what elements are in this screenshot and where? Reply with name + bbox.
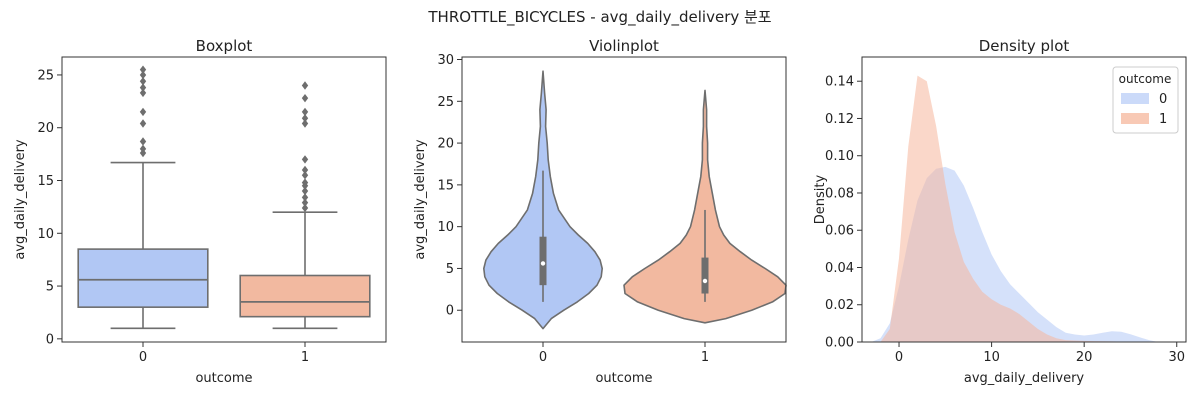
y-tick-label: 15: [437, 178, 454, 193]
outlier-point: [301, 114, 309, 123]
outlier-point: [301, 93, 309, 103]
outlier-point: [139, 144, 147, 154]
outlier-point: [301, 165, 309, 175]
x-tick-label: 20: [1076, 350, 1093, 365]
legend-title: outcome: [1119, 72, 1172, 86]
violin-median-point: [702, 278, 708, 284]
outlier-point: [139, 65, 147, 74]
y-tick-label: 20: [437, 137, 454, 152]
y-tick-label: 0: [446, 304, 454, 319]
legend-label: 1: [1159, 112, 1167, 127]
outlier-point: [301, 155, 309, 164]
x-tick-label: 0: [139, 350, 147, 365]
y-tick-label: 15: [37, 174, 54, 189]
outlier-point: [301, 193, 309, 202]
outlier-point: [139, 88, 147, 98]
violin-iqr-box: [701, 257, 709, 294]
y-tick-label: 5: [46, 280, 54, 295]
x-tick-label: 0: [895, 350, 903, 365]
y-axis-label: avg_daily_delivery: [413, 139, 428, 260]
y-tick-label: 0.08: [825, 186, 854, 201]
y-tick-label: 30: [437, 53, 454, 68]
y-tick-label: 10: [437, 220, 454, 235]
legend-swatch-outcome-0: [1121, 93, 1149, 104]
outlier-point: [301, 107, 309, 117]
y-tick-label: 25: [437, 95, 454, 110]
violin-iqr-box: [539, 236, 547, 286]
plot-frame: [461, 56, 787, 343]
y-tick-label: 10: [37, 227, 54, 242]
y-axis-label: avg_daily_delivery: [13, 139, 28, 260]
x-tick-label: 0: [539, 350, 547, 365]
y-tick-label: 0.14: [825, 75, 854, 90]
x-tick-label: 10: [983, 350, 1000, 365]
outlier-point: [301, 171, 309, 180]
outlier-point: [301, 198, 309, 207]
x-tick-label: 1: [701, 350, 709, 365]
y-tick-label: 25: [37, 68, 54, 83]
y-tick-label: 0.04: [825, 261, 854, 276]
y-tick-label: 0.10: [825, 149, 854, 164]
y-tick-label: 20: [37, 121, 54, 136]
density-plot-panel: Density plotavg_daily_deliveryDensity0.0…: [813, 37, 1187, 386]
plot-frame: [61, 56, 387, 343]
panel-title: Boxplot: [196, 37, 253, 55]
plot-frame: [861, 56, 1187, 343]
density-area-outcome-1: [880, 75, 1140, 342]
y-tick-label: 0.12: [825, 112, 854, 127]
violinplot-panel: Violinplotoutcomeavg_daily_delivery05101…: [413, 37, 787, 386]
outlier-point: [139, 119, 147, 128]
outlier-point: [139, 77, 147, 86]
x-tick-label: 1: [301, 350, 309, 365]
box-outcome-1: [239, 274, 371, 318]
y-tick-label: 0.00: [825, 336, 854, 351]
outlier-point: [301, 203, 309, 213]
y-axis-label: Density: [813, 174, 828, 224]
y-tick-label: 0: [46, 332, 54, 347]
y-tick-label: 0.06: [825, 224, 854, 239]
panel-title: Density plot: [979, 37, 1070, 55]
outlier-point: [139, 137, 147, 146]
outlier-point: [301, 119, 309, 128]
boxplot-panel: Boxplotoutcomeavg_daily_delivery05101520…: [13, 37, 387, 386]
violin-median-point: [540, 261, 546, 266]
outlier-point: [301, 81, 309, 90]
panel-title: Violinplot: [589, 37, 659, 55]
box-outcome-0: [77, 248, 209, 308]
outlier-point: [139, 83, 147, 92]
violin-outcome-1: [623, 89, 787, 324]
x-axis-label: outcome: [195, 371, 252, 386]
y-tick-label: 5: [446, 262, 454, 277]
figure-title: THROTTLE_BICYCLES - avg_daily_delivery 분…: [427, 8, 771, 27]
outlier-point: [139, 148, 147, 158]
outlier-point: [139, 70, 147, 80]
legend-swatch-outcome-1: [1121, 113, 1149, 124]
x-tick-label: 30: [1168, 350, 1185, 365]
outlier-point: [301, 178, 309, 187]
outlier-point: [139, 107, 147, 117]
x-axis-label: outcome: [595, 371, 652, 386]
legend-label: 0: [1159, 92, 1167, 107]
outlier-point: [301, 186, 309, 196]
y-tick-label: 0.02: [825, 298, 854, 313]
x-axis-label: avg_daily_delivery: [964, 371, 1085, 386]
